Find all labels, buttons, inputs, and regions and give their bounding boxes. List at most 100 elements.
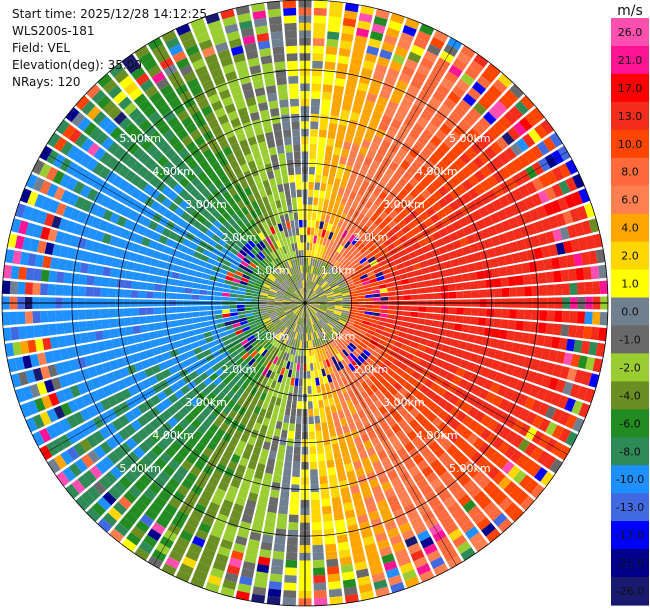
velocity-gate xyxy=(252,311,261,316)
velocity-gate xyxy=(299,317,303,326)
velocity-gate xyxy=(34,254,45,268)
velocity-gate xyxy=(291,113,300,122)
velocity-gate xyxy=(343,502,354,512)
velocity-gate xyxy=(237,294,245,298)
velocity-gate xyxy=(295,423,302,432)
velocity-gate xyxy=(228,267,237,274)
velocity-gate xyxy=(253,330,262,338)
velocity-gate xyxy=(231,393,241,403)
velocity-gate xyxy=(306,257,309,266)
velocity-gate xyxy=(341,292,350,296)
velocity-gate xyxy=(118,259,128,270)
velocity-gate xyxy=(277,374,284,383)
velocity-gate xyxy=(418,165,430,177)
velocity-gate xyxy=(417,312,426,319)
velocity-gate xyxy=(230,315,239,321)
velocity-gate xyxy=(219,174,230,184)
velocity-gate xyxy=(510,142,523,157)
velocity-gate xyxy=(326,374,333,383)
velocity-gate xyxy=(291,400,297,409)
velocity-gate xyxy=(274,299,283,302)
velocity-gate xyxy=(138,351,148,361)
velocity-gate xyxy=(219,331,228,338)
colorbar-swatch xyxy=(611,185,649,215)
velocity-gate xyxy=(270,396,277,405)
velocity-gate xyxy=(282,317,289,324)
velocity-gate xyxy=(225,324,234,331)
velocity-gate xyxy=(254,316,263,321)
colorbar-tick-label: 21.0 xyxy=(618,54,643,67)
velocity-gate xyxy=(272,46,285,55)
velocity-gate xyxy=(184,182,195,193)
velocity-gate xyxy=(199,306,207,311)
velocity-gate xyxy=(308,340,311,349)
velocity-gate xyxy=(318,308,326,313)
velocity-gate xyxy=(201,46,216,58)
velocity-gate xyxy=(150,431,162,444)
velocity-gate xyxy=(277,84,288,93)
velocity-gate xyxy=(387,100,399,112)
velocity-gate xyxy=(12,250,22,265)
velocity-gate xyxy=(297,301,305,303)
velocity-gate xyxy=(296,416,302,425)
velocity-gate xyxy=(403,214,413,225)
velocity-gate xyxy=(193,220,203,230)
velocity-gate xyxy=(104,121,118,135)
velocity-gate xyxy=(255,282,263,288)
velocity-gate xyxy=(353,460,363,470)
velocity-gate xyxy=(266,322,274,329)
velocity-gate xyxy=(301,340,304,349)
velocity-gate xyxy=(221,305,230,310)
velocity-gate xyxy=(280,326,287,333)
velocity-gate xyxy=(291,284,297,291)
velocity-gate xyxy=(340,196,348,205)
velocity-gate xyxy=(398,407,409,418)
velocity-gate xyxy=(373,267,382,274)
velocity-gate xyxy=(38,428,52,443)
colorbar-tick-label: 6.0 xyxy=(621,194,639,207)
velocity-gate xyxy=(522,382,534,395)
velocity-gate xyxy=(251,259,259,266)
velocity-gate xyxy=(399,32,414,44)
velocity-gate xyxy=(202,177,213,188)
velocity-gate xyxy=(313,315,318,323)
velocity-gate xyxy=(187,436,199,447)
velocity-gate xyxy=(377,243,386,252)
velocity-gate xyxy=(430,556,445,570)
velocity-gate xyxy=(404,402,415,413)
velocity-gate xyxy=(239,320,248,326)
velocity-gate xyxy=(286,544,298,553)
velocity-gate xyxy=(208,93,220,105)
velocity-gate xyxy=(420,57,435,70)
velocity-gate xyxy=(314,339,318,348)
velocity-gate xyxy=(576,205,588,220)
velocity-gate xyxy=(156,268,165,277)
velocity-gate xyxy=(387,494,399,506)
velocity-gate xyxy=(421,128,434,141)
velocity-gate xyxy=(276,310,284,315)
velocity-gate xyxy=(366,471,377,482)
velocity-gate xyxy=(154,136,167,149)
velocity-gate xyxy=(531,193,543,207)
velocity-gate xyxy=(426,43,442,57)
velocity-gate xyxy=(171,271,180,279)
velocity-gate xyxy=(229,293,238,298)
velocity-gate xyxy=(449,175,461,188)
velocity-gate xyxy=(238,283,247,289)
velocity-gate xyxy=(378,121,389,132)
velocity-gate xyxy=(68,462,82,478)
velocity-gate xyxy=(369,203,379,213)
velocity-gate xyxy=(75,95,90,111)
velocity-gate xyxy=(287,329,292,338)
velocity-gate xyxy=(448,431,460,444)
velocity-gate xyxy=(308,257,311,266)
velocity-gate xyxy=(294,243,298,251)
velocity-gate xyxy=(433,446,446,458)
velocity-gate xyxy=(383,273,392,279)
velocity-gate xyxy=(313,575,326,584)
velocity-gate xyxy=(384,205,394,215)
velocity-gate xyxy=(317,289,324,295)
velocity-gate xyxy=(488,486,502,500)
velocity-gate xyxy=(108,278,118,288)
velocity-gate xyxy=(290,298,298,301)
